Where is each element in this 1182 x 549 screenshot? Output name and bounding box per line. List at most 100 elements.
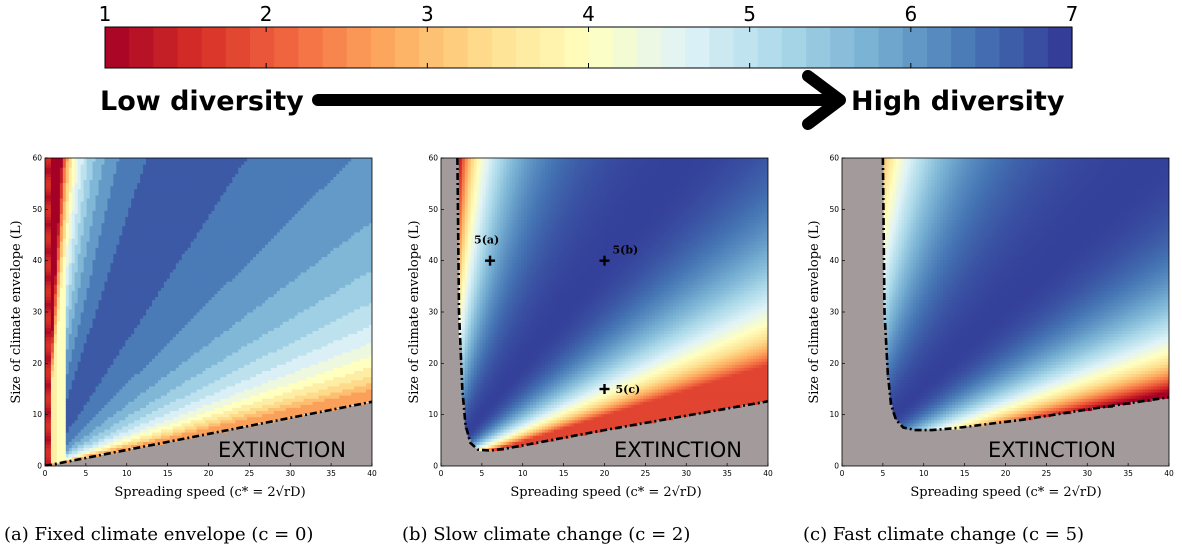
heatmap-cell — [68, 185, 73, 190]
heatmap-cell — [166, 327, 171, 331]
heatmap-cell — [134, 275, 138, 279]
heatmap-cell — [65, 225, 70, 230]
heatmap-cell — [187, 327, 192, 331]
heatmap-cell — [62, 364, 67, 368]
heatmap-cell — [163, 287, 168, 291]
heatmap-cell — [125, 265, 129, 270]
heatmap-cell — [80, 370, 85, 375]
heatmap-cell — [187, 247, 192, 251]
heatmap-cell — [113, 392, 117, 396]
heatmap-cell — [125, 398, 129, 402]
heatmap-cell — [190, 268, 195, 273]
heatmap-cell — [128, 373, 132, 378]
heatmap-cell — [128, 312, 132, 316]
heatmap-cell — [190, 373, 195, 378]
heatmap-cell — [143, 253, 147, 258]
heatmap-cell — [137, 275, 141, 279]
heatmap-cell — [163, 281, 168, 285]
heatmap-cell — [152, 373, 156, 378]
colorbar-tick-label: 3 — [421, 2, 434, 26]
heatmap-cell — [83, 231, 88, 236]
heatmap-cell — [80, 407, 85, 412]
heatmap-cell — [47, 198, 52, 202]
heatmap-cell — [119, 389, 123, 393]
heatmap-cell — [143, 352, 147, 356]
heatmap-cell — [53, 158, 58, 162]
heatmap-cell — [83, 330, 88, 335]
heatmap-cell — [125, 425, 129, 430]
heatmap-cell — [131, 275, 135, 279]
heatmap-cell — [50, 296, 55, 301]
heatmap-cell — [107, 198, 111, 202]
heatmap-cell — [104, 327, 108, 331]
heatmap-cell — [104, 404, 108, 408]
heatmap-cell — [196, 265, 201, 270]
heatmap-cell — [74, 398, 79, 402]
heatmap-cell — [146, 432, 150, 436]
heatmap-cell — [98, 173, 102, 177]
heatmap-cell — [45, 231, 49, 236]
heatmap-cell — [77, 219, 82, 224]
heatmap-cell — [184, 352, 189, 356]
heatmap-cell — [107, 336, 111, 341]
heatmap-cell — [62, 447, 67, 452]
heatmap-cell — [74, 179, 79, 184]
heatmap-cell — [98, 262, 102, 267]
heatmap-cell — [166, 268, 171, 273]
heatmap-cell — [154, 271, 159, 276]
heatmap-cell — [184, 333, 189, 338]
heatmap-cell — [95, 238, 100, 242]
heatmap-cell — [154, 355, 159, 359]
heatmap-cell — [71, 398, 76, 402]
heatmap-cell — [193, 228, 198, 233]
heatmap-cell — [134, 201, 138, 205]
heatmap-cell — [157, 204, 162, 208]
heatmap-cell — [65, 188, 70, 193]
heatmap-cell — [68, 213, 73, 218]
heatmap-cell — [50, 173, 55, 177]
heatmap-cell — [175, 395, 180, 399]
heatmap-cell — [92, 441, 97, 445]
heatmap-cell — [119, 173, 123, 177]
heatmap-cell — [190, 367, 195, 372]
heatmap-cell — [101, 216, 105, 221]
heatmap-cell — [172, 370, 177, 375]
heatmap-cell — [131, 382, 135, 387]
heatmap-cell — [143, 315, 147, 319]
heatmap-cell — [59, 244, 64, 248]
heatmap-cell — [80, 284, 85, 288]
heatmap-cell — [68, 299, 73, 304]
heatmap-cell — [56, 339, 61, 344]
heatmap-cell — [50, 191, 55, 196]
heatmap-cell — [143, 238, 147, 242]
heatmap-cell — [45, 235, 49, 239]
heatmap-cell — [83, 204, 88, 208]
heatmap-cell — [47, 235, 52, 239]
heatmap-cell — [143, 438, 147, 442]
heatmap-cell — [178, 173, 183, 177]
heatmap-cell — [45, 435, 49, 439]
heatmap-cell — [45, 296, 49, 301]
heatmap-cell — [53, 389, 58, 393]
heatmap-cell — [146, 373, 150, 378]
heatmap-cell — [190, 207, 195, 211]
heatmap-cell — [62, 404, 67, 408]
heatmap-cell — [77, 382, 82, 387]
heatmap-cell — [101, 364, 105, 368]
heatmap-cell — [104, 355, 108, 359]
heatmap-cell — [149, 173, 153, 177]
heatmap-cell — [59, 158, 64, 162]
heatmap-cell — [143, 339, 147, 344]
heatmap-cell — [65, 204, 70, 208]
heatmap-cell — [47, 422, 52, 427]
heatmap-cell — [193, 213, 198, 218]
heatmap-cell — [190, 389, 195, 393]
heatmap-cell — [143, 244, 147, 248]
heatmap-cell — [92, 392, 97, 396]
heatmap-cell — [59, 382, 64, 387]
heatmap-cell — [113, 179, 117, 184]
heatmap-cell — [107, 425, 111, 430]
heatmap-cell — [190, 284, 195, 288]
heatmap-cell — [163, 213, 168, 218]
heatmap-cell — [86, 268, 91, 273]
